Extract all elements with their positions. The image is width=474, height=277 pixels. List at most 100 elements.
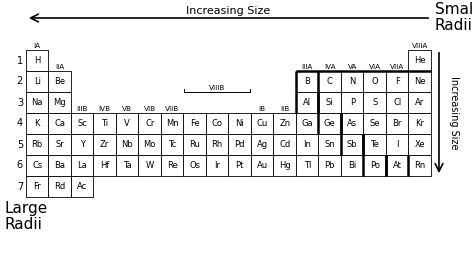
Bar	[116, 155, 138, 176]
Bar	[341, 92, 364, 113]
Bar	[206, 155, 228, 176]
Text: Re: Re	[167, 161, 178, 170]
Text: 6: 6	[17, 160, 23, 171]
Text: IVB: IVB	[99, 106, 111, 112]
Bar	[251, 155, 273, 176]
Text: VIB: VIB	[144, 106, 156, 112]
Text: Bi: Bi	[348, 161, 356, 170]
Bar	[48, 71, 71, 92]
Text: IIB: IIB	[280, 106, 289, 112]
Text: 5: 5	[17, 140, 23, 150]
Bar	[26, 92, 48, 113]
Bar	[26, 134, 48, 155]
Bar	[26, 176, 48, 197]
Bar	[296, 71, 319, 92]
Bar	[71, 134, 93, 155]
Bar	[26, 113, 48, 134]
Text: S: S	[372, 98, 377, 107]
Text: Ti: Ti	[101, 119, 109, 128]
Text: P: P	[350, 98, 355, 107]
Text: Sb: Sb	[347, 140, 357, 149]
Text: Y: Y	[80, 140, 85, 149]
Text: B: B	[304, 77, 310, 86]
Text: V: V	[124, 119, 130, 128]
Bar	[364, 113, 386, 134]
Text: Ba: Ba	[54, 161, 65, 170]
Text: Mg: Mg	[54, 98, 66, 107]
Text: Small
Radii: Small Radii	[435, 2, 474, 33]
Text: Tc: Tc	[168, 140, 176, 149]
Text: Nb: Nb	[121, 140, 133, 149]
Bar	[409, 50, 431, 71]
Text: F: F	[395, 77, 400, 86]
Bar	[138, 113, 161, 134]
Text: Ac: Ac	[77, 182, 87, 191]
Text: Tl: Tl	[303, 161, 311, 170]
Text: VIIA: VIIA	[390, 64, 404, 70]
Bar	[319, 92, 341, 113]
Bar	[228, 155, 251, 176]
Text: VA: VA	[347, 64, 357, 70]
Bar	[93, 134, 116, 155]
Bar	[26, 50, 48, 71]
Text: Ta: Ta	[123, 161, 132, 170]
Text: H: H	[34, 56, 40, 65]
Bar	[93, 113, 116, 134]
Text: Co: Co	[212, 119, 223, 128]
Text: 7: 7	[17, 181, 23, 191]
Text: 3: 3	[17, 98, 23, 107]
Bar	[341, 113, 364, 134]
Text: VB: VB	[122, 106, 132, 112]
Text: Rb: Rb	[32, 140, 43, 149]
Bar	[116, 134, 138, 155]
Text: Sc: Sc	[77, 119, 87, 128]
Bar	[341, 134, 364, 155]
Bar	[251, 134, 273, 155]
Bar	[273, 113, 296, 134]
Bar	[26, 155, 48, 176]
Bar	[296, 113, 319, 134]
Text: Ni: Ni	[236, 119, 244, 128]
Bar	[161, 134, 183, 155]
Text: Ir: Ir	[214, 161, 220, 170]
Bar	[319, 155, 341, 176]
Bar	[296, 92, 319, 113]
Text: Ga: Ga	[301, 119, 313, 128]
Bar	[161, 113, 183, 134]
Bar	[386, 113, 409, 134]
Text: Cs: Cs	[32, 161, 42, 170]
Text: Te: Te	[370, 140, 379, 149]
Text: Ag: Ag	[257, 140, 268, 149]
Text: IB: IB	[259, 106, 266, 112]
Bar	[138, 134, 161, 155]
Text: N: N	[349, 77, 356, 86]
Text: Pd: Pd	[235, 140, 245, 149]
Bar	[251, 113, 273, 134]
Bar	[26, 71, 48, 92]
Text: Ca: Ca	[54, 119, 65, 128]
Text: Zr: Zr	[100, 140, 109, 149]
Text: Si: Si	[326, 98, 334, 107]
Text: Pb: Pb	[325, 161, 335, 170]
Text: VIIIB: VIIIB	[209, 85, 226, 91]
Bar	[71, 176, 93, 197]
Text: Pt: Pt	[236, 161, 244, 170]
Text: VIIB: VIIB	[165, 106, 179, 112]
Text: At: At	[393, 161, 401, 170]
Text: Hf: Hf	[100, 161, 109, 170]
Text: Zn: Zn	[279, 119, 290, 128]
Text: IA: IA	[34, 43, 41, 49]
Bar	[71, 155, 93, 176]
Text: O: O	[372, 77, 378, 86]
Text: Ne: Ne	[414, 77, 426, 86]
Text: Cr: Cr	[145, 119, 155, 128]
Text: Br: Br	[392, 119, 402, 128]
Bar	[206, 134, 228, 155]
Text: Mo: Mo	[144, 140, 156, 149]
Bar	[319, 134, 341, 155]
Text: Ge: Ge	[324, 119, 336, 128]
Bar	[386, 134, 409, 155]
Bar	[386, 92, 409, 113]
Bar	[341, 155, 364, 176]
Bar	[48, 113, 71, 134]
